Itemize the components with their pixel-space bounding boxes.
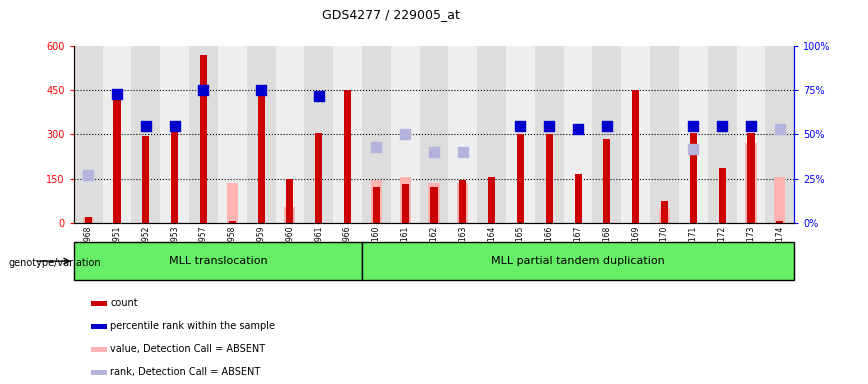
Text: MLL translocation: MLL translocation bbox=[168, 256, 267, 266]
Point bbox=[773, 126, 786, 132]
Point bbox=[82, 172, 95, 178]
Bar bbox=[391, 46, 419, 223]
Bar bbox=[679, 46, 707, 223]
Bar bbox=[82, 218, 94, 223]
Bar bbox=[344, 90, 352, 223]
Bar bbox=[131, 46, 161, 223]
Bar bbox=[285, 207, 295, 223]
Bar bbox=[91, 347, 107, 352]
Bar bbox=[774, 177, 786, 223]
Bar bbox=[399, 177, 411, 223]
Bar bbox=[632, 90, 640, 223]
Bar bbox=[737, 46, 766, 223]
Point bbox=[110, 91, 124, 97]
Bar bbox=[74, 46, 102, 223]
Bar bbox=[142, 136, 149, 223]
Bar bbox=[488, 177, 496, 223]
Point bbox=[744, 122, 758, 129]
Bar bbox=[286, 179, 293, 223]
Bar bbox=[477, 46, 506, 223]
Bar bbox=[603, 139, 610, 223]
Point bbox=[715, 122, 729, 129]
Bar bbox=[74, 242, 362, 280]
Bar bbox=[114, 96, 121, 223]
Bar bbox=[171, 131, 178, 223]
Point bbox=[398, 131, 412, 137]
Bar bbox=[650, 46, 679, 223]
Text: count: count bbox=[110, 298, 138, 308]
Point bbox=[196, 87, 210, 93]
Bar bbox=[707, 46, 737, 223]
Point bbox=[168, 122, 181, 129]
Bar bbox=[200, 55, 207, 223]
Bar bbox=[516, 134, 524, 223]
Bar bbox=[91, 324, 107, 329]
Text: value, Detection Call = ABSENT: value, Detection Call = ABSENT bbox=[110, 344, 266, 354]
Point bbox=[312, 93, 326, 99]
Bar bbox=[275, 46, 305, 223]
Bar bbox=[621, 46, 650, 223]
Bar bbox=[372, 187, 380, 223]
Bar bbox=[419, 46, 449, 223]
Bar bbox=[766, 46, 794, 223]
Text: percentile rank within the sample: percentile rank within the sample bbox=[110, 321, 275, 331]
Bar bbox=[371, 180, 382, 223]
Point bbox=[370, 144, 384, 150]
Bar bbox=[362, 46, 391, 223]
Bar bbox=[563, 46, 593, 223]
Text: GDS4277 / 229005_at: GDS4277 / 229005_at bbox=[322, 8, 459, 21]
Bar bbox=[431, 187, 437, 223]
Bar bbox=[333, 46, 362, 223]
Bar bbox=[402, 184, 409, 223]
Bar bbox=[575, 174, 582, 223]
Text: genotype/variation: genotype/variation bbox=[9, 258, 102, 268]
Point bbox=[139, 122, 153, 129]
Bar bbox=[506, 46, 535, 223]
Point bbox=[427, 149, 441, 155]
Bar bbox=[161, 46, 189, 223]
Bar bbox=[659, 210, 670, 223]
Point bbox=[514, 122, 528, 129]
Bar bbox=[189, 46, 218, 223]
Point bbox=[600, 122, 614, 129]
Bar bbox=[362, 242, 794, 280]
Point bbox=[542, 122, 556, 129]
Bar bbox=[449, 46, 477, 223]
Bar bbox=[546, 134, 553, 223]
Text: rank, Detection Call = ABSENT: rank, Detection Call = ABSENT bbox=[110, 367, 260, 377]
Bar bbox=[690, 133, 697, 223]
Bar bbox=[91, 370, 107, 375]
Bar bbox=[247, 46, 275, 223]
Point bbox=[571, 126, 585, 132]
Bar bbox=[258, 86, 265, 223]
Bar bbox=[747, 133, 754, 223]
Bar bbox=[459, 180, 466, 223]
Bar bbox=[218, 46, 247, 223]
Bar bbox=[102, 46, 131, 223]
Bar bbox=[746, 143, 757, 223]
Point bbox=[687, 146, 700, 152]
Point bbox=[254, 87, 268, 93]
Bar bbox=[227, 183, 238, 223]
Bar bbox=[84, 217, 92, 223]
Bar bbox=[661, 200, 668, 223]
Bar bbox=[429, 183, 439, 223]
Point bbox=[687, 122, 700, 129]
Bar bbox=[305, 46, 333, 223]
Bar bbox=[228, 221, 236, 223]
Text: MLL partial tandem duplication: MLL partial tandem duplication bbox=[491, 256, 665, 266]
Bar bbox=[535, 46, 563, 223]
Point bbox=[456, 149, 470, 155]
Bar bbox=[593, 46, 621, 223]
Bar bbox=[91, 301, 107, 306]
Bar bbox=[719, 168, 726, 223]
Bar bbox=[457, 183, 469, 223]
Bar bbox=[776, 221, 784, 223]
Bar bbox=[315, 133, 322, 223]
